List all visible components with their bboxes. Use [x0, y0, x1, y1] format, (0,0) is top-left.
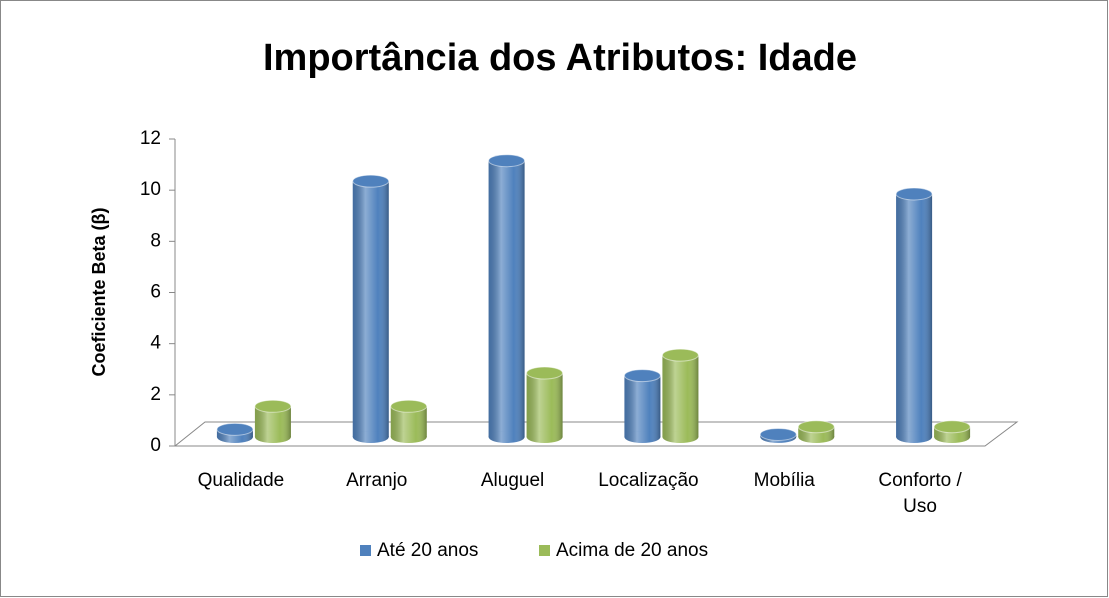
x-tick-label: Arranjo	[346, 470, 408, 491]
x-tick-label: Mobília	[753, 470, 815, 491]
bar	[390, 399, 428, 443]
bar-top	[526, 366, 564, 380]
bar-bottom-shade	[896, 431, 933, 443]
bar-shade	[624, 375, 661, 437]
bar-top	[488, 154, 526, 168]
x-tick-label: Localização	[598, 470, 699, 491]
bar-top	[933, 420, 971, 434]
x-tick-label: Qualidade	[197, 470, 285, 491]
y-tick-label: 10	[140, 179, 161, 200]
y-tick-label: 4	[150, 333, 161, 354]
bar	[797, 420, 835, 443]
bar-bottom-shade	[390, 431, 427, 443]
y-tick-label: 6	[150, 282, 161, 303]
legend-label: Acima de 20 anos	[556, 540, 708, 561]
y-tick-label: 12	[140, 128, 161, 149]
x-tick-label: Conforto / Uso	[878, 470, 962, 517]
bar	[895, 187, 933, 443]
bar	[352, 174, 390, 443]
chart-title: Importância dos Atributos: Idade	[263, 37, 857, 79]
bar-bottom-shade	[798, 431, 835, 443]
y-axis-label: Coeficiente Beta (β)	[89, 207, 109, 376]
bar-top	[895, 187, 933, 201]
bar-bottom-shade	[662, 431, 699, 443]
legend-swatch	[360, 545, 371, 556]
bar-top	[254, 399, 292, 413]
bar-bottom-shade	[352, 431, 389, 443]
bar-bottom-shade	[934, 431, 971, 443]
bar	[933, 420, 971, 443]
bar-shade	[526, 373, 563, 437]
bar-shade	[662, 355, 699, 437]
bar-top	[352, 174, 390, 188]
bar-bottom-shade	[488, 431, 525, 443]
bar-top	[797, 420, 835, 434]
bar-bottom-shade	[526, 431, 563, 443]
bar	[216, 422, 254, 443]
legend-label: Até 20 anos	[377, 540, 478, 561]
bar-shade	[488, 160, 525, 437]
bar	[254, 399, 292, 443]
bar-top	[390, 399, 428, 413]
bar-shade	[352, 181, 389, 437]
bar-bottom-shade	[254, 431, 291, 443]
legend-swatch	[539, 545, 550, 556]
bar	[623, 369, 661, 443]
bar-top	[216, 422, 254, 436]
bar	[661, 348, 699, 443]
bar-shade	[896, 193, 933, 437]
bar-bottom-shade	[624, 431, 661, 443]
x-tick-label: Aluguel	[480, 470, 545, 491]
y-tick-label: 8	[150, 230, 161, 251]
y-tick-label: 2	[150, 384, 161, 405]
bar-top	[661, 348, 699, 362]
bar-top	[759, 427, 797, 441]
floor	[173, 421, 1019, 447]
bar	[526, 366, 564, 443]
bar	[488, 154, 526, 443]
bar-top	[623, 369, 661, 383]
y-tick-label: 0	[150, 435, 161, 456]
bar	[759, 427, 797, 443]
